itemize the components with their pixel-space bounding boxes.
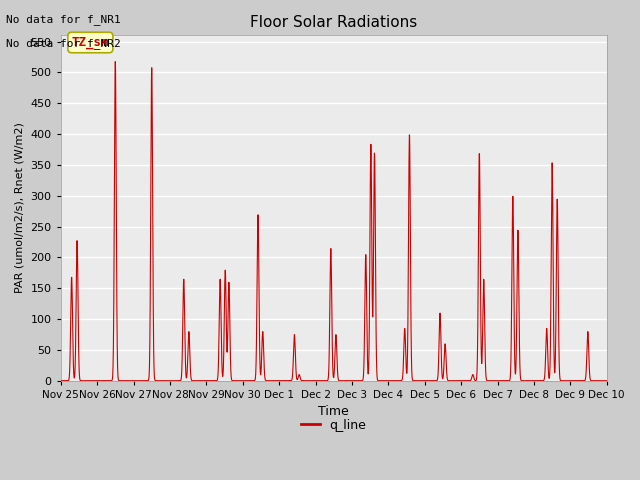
X-axis label: Time: Time <box>318 405 349 418</box>
Y-axis label: PAR (umol/m2/s), Rnet (W/m2): PAR (umol/m2/s), Rnet (W/m2) <box>15 122 25 293</box>
Text: No data for f_NR1: No data for f_NR1 <box>6 14 121 25</box>
Legend: q_line: q_line <box>296 414 372 437</box>
Text: No data for f_NR2: No data for f_NR2 <box>6 38 121 49</box>
Title: Floor Solar Radiations: Floor Solar Radiations <box>250 15 417 30</box>
Text: TZ_sm: TZ_sm <box>72 36 109 49</box>
